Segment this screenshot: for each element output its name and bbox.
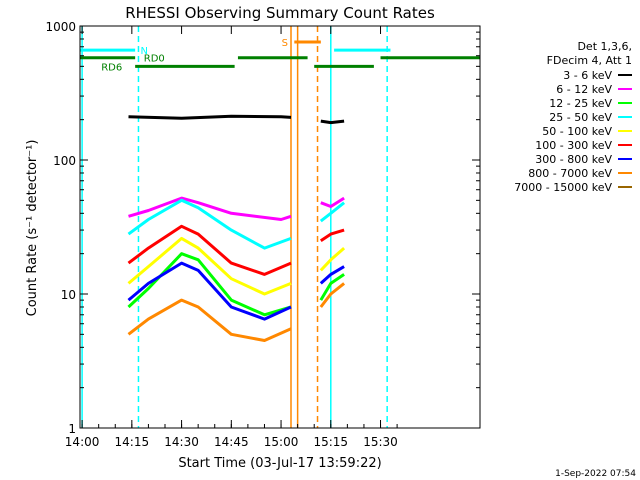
- y-tick-label-2: 100: [53, 154, 76, 168]
- x-tick-label-6: 15:30: [363, 435, 398, 449]
- legend-entry-7: 800 - 7000 keV: [482, 166, 632, 180]
- legend-swatch-4: [618, 130, 632, 132]
- series-6-line-1: [319, 265, 345, 285]
- series-2-line-1: [319, 273, 345, 301]
- legend-entry-4: 50 - 100 keV: [482, 124, 632, 138]
- legend-entry-1: 6 - 12 keV: [482, 82, 632, 96]
- legend-swatch-6: [618, 158, 632, 160]
- legend-label-0: 3 - 6 keV: [563, 68, 612, 82]
- x-axis-label: Start Time (03-Jul-17 13:59:22): [178, 456, 381, 471]
- series-5-line-1: [319, 228, 345, 242]
- series-1-line-0: [128, 196, 292, 221]
- legend: Det 1,3,6, FDecim 4, Att 1 3 - 6 keV 6 - …: [482, 40, 632, 194]
- legend-swatch-0: [618, 74, 632, 76]
- series-6-line-0: [127, 261, 292, 321]
- axes-frame: [79, 25, 481, 429]
- flag-n-label: N: [140, 46, 147, 57]
- legend-swatch-3: [618, 116, 632, 118]
- legend-label-3: 25 - 50 keV: [549, 110, 612, 124]
- legend-swatch-1: [618, 88, 632, 90]
- legend-label-6: 300 - 800 keV: [535, 152, 612, 166]
- series-3-line-1: [319, 201, 346, 223]
- series-4-line-1: [319, 246, 346, 272]
- legend-label-1: 6 - 12 keV: [556, 82, 612, 96]
- series-0-line-1: [320, 119, 345, 125]
- series-1-line-1: [320, 196, 345, 208]
- legend-label-8: 7000 - 15000 keV: [514, 180, 612, 194]
- legend-label-4: 50 - 100 keV: [542, 124, 612, 138]
- legend-entry-8: 7000 - 15000 keV: [482, 180, 632, 194]
- series-7-line-0: [127, 298, 292, 342]
- legend-swatch-5: [618, 144, 632, 146]
- x-tick-label-2: 14:30: [164, 435, 199, 449]
- x-tick-label-3: 14:45: [214, 435, 249, 449]
- legend-label-2: 12 - 25 keV: [549, 96, 612, 110]
- series-0-line-0: [128, 114, 292, 120]
- legend-entry-5: 100 - 300 keV: [482, 138, 632, 152]
- legend-entry-0: 3 - 6 keV: [482, 68, 632, 82]
- series-4-line-0: [127, 236, 292, 296]
- legend-entries: 3 - 6 keV 6 - 12 keV 12 - 25 keV 25 - 50 ke…: [482, 68, 632, 194]
- y-axis-label: Count Rate (s⁻¹ detector⁻¹): [25, 140, 40, 317]
- legend-label-5: 100 - 300 keV: [535, 138, 612, 152]
- flag-rd0-label: RD0: [144, 54, 165, 65]
- legend-swatch-7: [618, 172, 632, 174]
- legend-swatch-8: [618, 186, 632, 188]
- x-tick-label-4: 15:00: [264, 435, 299, 449]
- legend-swatch-2: [618, 102, 632, 104]
- flag-rd6-label: RD6: [101, 62, 122, 73]
- legend-header-line-1: Det 1,3,6,: [577, 40, 632, 53]
- y-tick-label-0: 1: [68, 422, 76, 436]
- legend-entry-2: 12 - 25 keV: [482, 96, 632, 110]
- x-tick-label-5: 15:15: [313, 435, 348, 449]
- series-7-line-1: [319, 282, 346, 308]
- series-3-line-0: [127, 198, 292, 250]
- y-tick-label-3: 1000: [45, 20, 76, 34]
- flag-s-label: S: [282, 38, 288, 49]
- x-tick-label-1: 14:15: [115, 435, 150, 449]
- legend-label-7: 800 - 7000 keV: [528, 166, 612, 180]
- y-tick-label-1: 10: [61, 288, 76, 302]
- x-tick-label-0: 14:00: [65, 435, 100, 449]
- series-2-line-0: [127, 252, 292, 317]
- legend-header-line-2: FDecim 4, Att 1: [546, 54, 632, 67]
- legend-entry-6: 300 - 800 keV: [482, 152, 632, 166]
- legend-entry-3: 25 - 50 keV: [482, 110, 632, 124]
- chart-title: RHESSI Observing Summary Count Rates: [125, 4, 435, 22]
- timestamp: 1-Sep-2022 07:54: [555, 469, 636, 479]
- series-5-line-0: [127, 224, 292, 276]
